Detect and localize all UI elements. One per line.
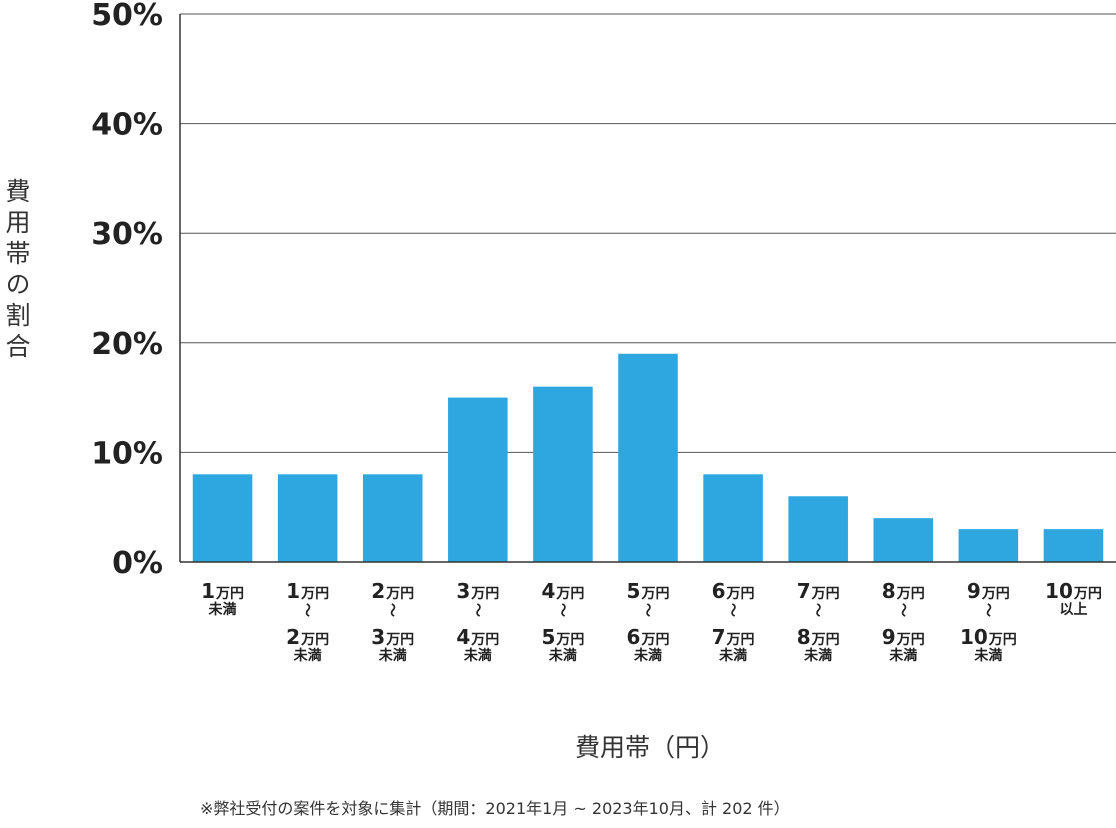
bar: [192, 474, 253, 562]
x-tick-label: 10万円: [1045, 579, 1102, 603]
bar: [788, 496, 848, 562]
y-axis-label: 費用帯の割合: [2, 178, 31, 364]
gridlines: [180, 13, 1116, 453]
x-tick-label: 3万円: [371, 625, 414, 649]
x-tick-label: 4万円: [456, 625, 499, 649]
y-tick-label: 0%: [112, 546, 163, 581]
bar: [277, 474, 338, 562]
y-tick-labels: 0% 10% 20% 30% 40% 50%: [91, 0, 163, 581]
x-tick-label-suffix: 未満: [294, 647, 322, 664]
x-tick-label-suffix: 未満: [974, 647, 1002, 664]
x-tick-label-suffix: 未満: [464, 647, 492, 664]
x-tick-label-suffix: 未満: [209, 601, 237, 618]
x-tick-label-tilde: 〜: [299, 603, 315, 617]
x-tick-label-tilde: 〜: [894, 603, 910, 617]
bar: [448, 397, 508, 562]
y-tick-label: 30%: [91, 217, 163, 252]
x-tick-label-suffix: 未満: [719, 647, 747, 664]
x-tick-label: 7万円: [712, 625, 755, 649]
bar: [618, 353, 678, 562]
x-tick-label-tilde: 〜: [809, 603, 825, 617]
axes: [179, 14, 1116, 563]
x-tick-label: 9万円: [882, 625, 925, 649]
x-tick-labels: 1万円未満1万円〜2万円未満2万円〜3万円未満3万円〜4万円未満4万円〜5万円未…: [201, 579, 1102, 664]
x-tick-label-tilde: 〜: [384, 603, 400, 617]
x-tick-label-suffix: 未満: [804, 647, 832, 664]
x-tick-label: 6万円: [712, 579, 755, 603]
footnote: ※弊社受付の案件を対象に集計（期間：2021年1月 ~ 2023年10月、計 2…: [200, 799, 790, 818]
x-tick-label-tilde: 〜: [639, 603, 655, 617]
bar: [362, 474, 423, 562]
x-tick-label: 8万円: [882, 579, 925, 603]
x-tick-label-tilde: 〜: [979, 603, 995, 617]
x-tick-label-suffix: 未満: [379, 647, 407, 664]
y-tick-label: 20%: [91, 327, 163, 362]
y-tick-label: 10%: [91, 436, 163, 471]
y-tick-label: 50%: [91, 0, 163, 33]
x-tick-label: 2万円: [286, 625, 329, 649]
x-tick-label: 6万円: [627, 625, 670, 649]
x-tick-label-tilde: 〜: [554, 603, 570, 617]
y-tick-label: 40%: [91, 108, 163, 143]
x-tick-label-suffix: 未満: [634, 647, 662, 664]
bar: [873, 518, 934, 562]
bar: [1043, 529, 1104, 562]
x-tick-label-tilde: 〜: [724, 603, 740, 617]
x-tick-label-suffix: 未満: [549, 647, 577, 664]
x-tick-label: 8万円: [797, 625, 840, 649]
x-tick-label: 5万円: [627, 579, 670, 603]
x-tick-label: 1万円: [201, 579, 244, 603]
x-axis-label: 費用帯（円）: [574, 733, 725, 762]
x-tick-label: 9万円: [967, 579, 1010, 603]
x-tick-label-suffix: 以上: [1059, 602, 1087, 618]
x-tick-label: 1万円: [286, 579, 329, 603]
bars: [192, 353, 1104, 562]
bar: [958, 529, 1019, 562]
x-tick-label-tilde: 〜: [469, 603, 485, 617]
x-tick-label-suffix: 未満: [889, 647, 917, 664]
x-tick-label: 4万円: [541, 579, 584, 603]
x-tick-label: 5万円: [541, 625, 584, 649]
x-tick-label: 2万円: [371, 579, 414, 603]
x-tick-label: 10万円: [960, 625, 1017, 649]
bar: [703, 474, 763, 562]
x-tick-label: 3万円: [456, 579, 499, 603]
x-tick-label: 7万円: [797, 579, 840, 603]
bar: [533, 386, 593, 562]
